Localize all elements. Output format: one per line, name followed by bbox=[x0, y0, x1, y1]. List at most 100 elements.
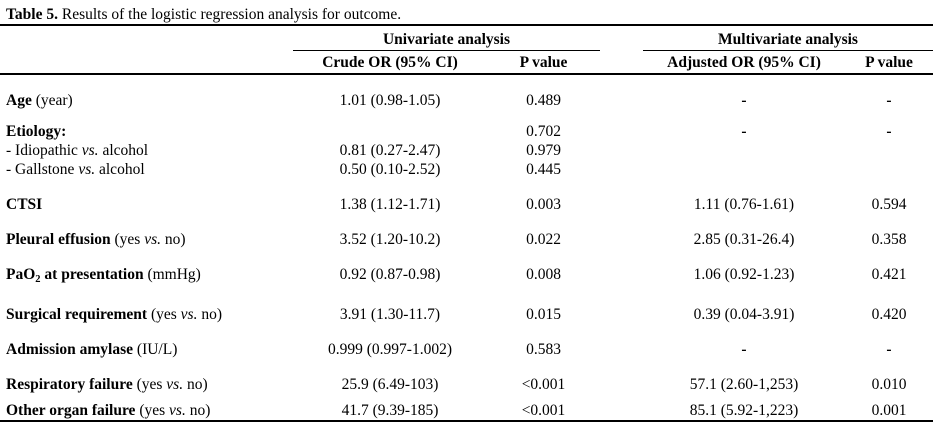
table-title-label: Table 5. bbox=[6, 6, 58, 23]
table-body: Age (year) 1.01 (0.98-1.05) 0.489- - Etiolog… bbox=[0, 91, 933, 422]
cell-p-value-univariate: 0.008 bbox=[526, 266, 561, 283]
table-row-ctsi: CTSI 1.38 (1.12-1.71) 0.003 1.11 (0.76-1.61… bbox=[0, 195, 933, 214]
cell-adjusted-or: - bbox=[741, 341, 747, 358]
row-label: Admission amylase (IU/L) bbox=[0, 340, 293, 359]
header-group-row: Univariate analysis Multivariate analysi… bbox=[0, 26, 933, 51]
column-header-row: Crude OR (95% CI) P value Adjusted OR (9… bbox=[0, 51, 933, 72]
cell-p-value-univariate: 0.015 bbox=[526, 306, 561, 323]
cell-p-value-multivariate: - bbox=[886, 123, 892, 140]
row-label-part: Respiratory failure bbox=[6, 376, 133, 393]
column-gap bbox=[600, 401, 643, 420]
row-label-part: (IU/L) bbox=[133, 341, 178, 358]
column-gap bbox=[600, 265, 643, 289]
row-label-part: vs. bbox=[78, 161, 96, 178]
row-label-part: 2 bbox=[35, 274, 41, 285]
cell-crude-or: 41.7 (9.39-185) bbox=[341, 402, 439, 419]
cell-p-value-multivariate: - bbox=[886, 92, 892, 109]
cell-crude-or bbox=[293, 122, 487, 141]
table-row-age: Age (year) 1.01 (0.98-1.05) 0.489 - - bbox=[0, 91, 933, 110]
column-gap bbox=[600, 195, 643, 214]
header-multivariate-analysis: Multivariate analysis bbox=[643, 30, 933, 51]
column-gap bbox=[600, 340, 643, 359]
row-label-part: (yes bbox=[135, 402, 170, 419]
row-label-part: Other organ failure bbox=[6, 402, 136, 419]
column-header-crude-or: Crude OR (95% CI) bbox=[322, 54, 458, 71]
row-label-part: Pleural effusion bbox=[6, 231, 111, 248]
cell-crude-or: 1.01 (0.98-1.05) bbox=[339, 92, 441, 109]
table-row-line: PaO2 at presentation (mmHg) 0.92 (0.87-0.… bbox=[0, 265, 933, 289]
cell-p-value-multivariate: - bbox=[886, 341, 892, 358]
cell-p-value-univariate: 0.022 bbox=[526, 231, 561, 248]
header-univariate-analysis: Univariate analysis bbox=[293, 30, 600, 51]
cell-adjusted-or bbox=[643, 160, 845, 179]
table-row-surgical-requirement: Surgical requirement (yes vs. no) 3.91 (1… bbox=[0, 305, 933, 324]
row-label: PaO2 at presentation (mmHg) bbox=[0, 265, 293, 289]
cell-crude-or: 0.92 (0.87-0.98) bbox=[339, 266, 441, 283]
cell-crude-or: 0.50 (0.10-2.52) bbox=[339, 161, 441, 178]
cell-crude-or: 1.38 (1.12-1.71) bbox=[339, 196, 441, 213]
row-label-part: (yes bbox=[132, 376, 167, 393]
column-gap bbox=[600, 91, 643, 110]
cell-p-value-multivariate: 0.421 bbox=[871, 266, 907, 283]
row-label-part: CTSI bbox=[6, 196, 43, 213]
cell-p-value-multivariate bbox=[845, 160, 933, 179]
cell-crude-or: 25.9 (6.49-103) bbox=[341, 376, 439, 393]
table-row-other-organ-failure: Other organ failure (yes vs. no) 41.7 (9.… bbox=[0, 401, 933, 420]
table-row-line: Pleural effusion (yes vs. no) 3.52 (1.20-… bbox=[0, 230, 933, 249]
table-row-line: Etiology: 0.702 - - bbox=[0, 122, 933, 141]
header-spacer-left bbox=[0, 30, 293, 51]
cell-p-value-multivariate bbox=[845, 141, 933, 160]
cell-crude-or: 0.81 (0.27-2.47) bbox=[339, 142, 441, 159]
row-label-part: (yes bbox=[110, 231, 145, 248]
row-label-part: (year) bbox=[31, 92, 73, 109]
row-label: Surgical requirement (yes vs. no) bbox=[0, 305, 293, 324]
row-label-part: (yes bbox=[147, 306, 181, 323]
cell-adjusted-or: 1.11 (0.76-1.61) bbox=[693, 196, 795, 213]
row-label-part: - Idiopathic bbox=[6, 142, 82, 159]
cell-adjusted-or: 85.1 (5.92-1,223) bbox=[689, 402, 799, 419]
cell-adjusted-or: 57.1 (2.60-1,253) bbox=[689, 376, 799, 393]
row-label-part: (mmHg) bbox=[147, 266, 201, 283]
row-label-part: Etiology: bbox=[6, 123, 67, 140]
row-label-part: - Gallstone bbox=[6, 161, 79, 178]
row-label-part: at presentation bbox=[40, 266, 148, 283]
cell-adjusted-or: 2.85 (0.31-26.4) bbox=[693, 231, 795, 248]
column-gap bbox=[600, 375, 643, 394]
column-gap bbox=[600, 160, 643, 179]
table-row-line: Respiratory failure (yes vs. no) 25.9 (6.… bbox=[0, 375, 933, 394]
row-label-part: Surgical requirement bbox=[6, 306, 148, 323]
row-label: - Gallstone vs. alcohol bbox=[0, 160, 293, 179]
row-label-part: Admission amylase bbox=[6, 341, 134, 358]
cell-p-value-multivariate: 0.594 bbox=[871, 196, 907, 213]
row-label: - Idiopathic vs. alcohol bbox=[0, 141, 293, 160]
column-gap bbox=[600, 305, 643, 324]
column-header-p-value-multivariate: P value bbox=[865, 54, 913, 71]
table-row-line: Surgical requirement (yes vs. no) 3.91 (1… bbox=[0, 305, 933, 324]
row-label-part: alcohol bbox=[95, 161, 145, 178]
cell-adjusted-or: - bbox=[741, 123, 747, 140]
cell-p-value-multivariate: 0.010 bbox=[871, 376, 907, 393]
header-group-gap bbox=[600, 30, 643, 51]
column-header-p-value-univariate: P value bbox=[519, 54, 568, 71]
cell-adjusted-or: 1.06 (0.92-1.23) bbox=[693, 266, 795, 283]
table-header: Univariate analysis Multivariate analysi… bbox=[0, 26, 933, 75]
row-label-part: no) bbox=[161, 231, 186, 248]
row-label-part: vs. bbox=[81, 142, 99, 159]
cell-crude-or: 3.91 (1.30-11.7) bbox=[339, 306, 441, 323]
cell-p-value-univariate: 0.003 bbox=[526, 196, 561, 213]
table-row-line: CTSI 1.38 (1.12-1.71) 0.003 1.11 (0.76-1.61… bbox=[0, 195, 933, 214]
table-row-respiratory-failure: Respiratory failure (yes vs. no) 25.9 (6.… bbox=[0, 375, 933, 394]
cell-p-value-univariate: 0.445 bbox=[526, 161, 561, 178]
cell-adjusted-or: 0.39 (0.04-3.91) bbox=[693, 306, 795, 323]
column-gap bbox=[600, 230, 643, 249]
row-label: Etiology: bbox=[0, 122, 293, 141]
row-label-part: vs. bbox=[169, 402, 186, 419]
cell-p-value-univariate: <0.001 bbox=[521, 376, 566, 393]
table-row-line: Admission amylase (IU/L) 0.999 (0.997-1.0… bbox=[0, 340, 933, 359]
table-title-text: Results of the logistic regression analy… bbox=[57, 6, 402, 23]
row-label-part: no) bbox=[197, 306, 222, 323]
row-label: Age (year) bbox=[0, 91, 293, 110]
cell-adjusted-or bbox=[643, 141, 845, 160]
table-row-pleural-effusion: Pleural effusion (yes vs. no) 3.52 (1.20-… bbox=[0, 230, 933, 249]
